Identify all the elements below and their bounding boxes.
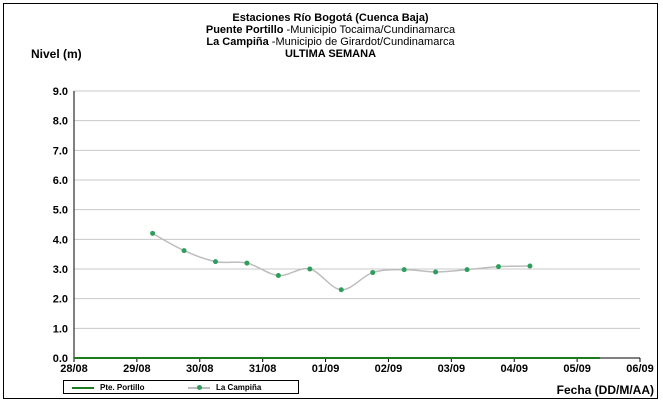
y-tick-label: 4.0 [53, 234, 68, 246]
legend-swatch-portillo [72, 382, 94, 392]
title-line-3: La Campiña -Municipio de Girardot/Cundin… [206, 36, 455, 48]
y-tick-label: 7.0 [53, 145, 68, 157]
series-campina-point [401, 267, 407, 273]
x-tick-label: 04/09 [500, 363, 528, 375]
series-campina-point [213, 259, 218, 265]
legend-item-portillo: Pte. Portillo [72, 381, 144, 393]
y-axis-label: Nivel (m) [31, 47, 82, 61]
x-tick-label: 29/08 [123, 363, 151, 375]
series-campina-point [181, 248, 187, 254]
x-tick-label: 31/08 [249, 363, 277, 375]
y-tick-label: 0.0 [53, 353, 68, 365]
x-axis-label: Fecha (DD/M/AA) [556, 383, 654, 397]
series-campina-point [464, 267, 470, 273]
y-tick-label: 3.0 [53, 264, 68, 276]
legend: Pte. Portillo La Campiña [63, 380, 299, 394]
x-tick-label: 06/09 [626, 363, 654, 375]
y-tick-label: 2.0 [53, 294, 68, 306]
x-tick-label: 05/09 [563, 363, 591, 375]
series-campina-point [307, 266, 313, 272]
title-line-1: Estaciones Río Bogotá (Cuenca Baja) [232, 12, 429, 24]
chart-title: Estaciones Río Bogotá (Cuenca Baja) Puen… [4, 12, 657, 60]
x-tick-label: 28/08 [60, 363, 88, 375]
y-tick-label: 1.0 [53, 323, 68, 335]
legend-swatch-campina [188, 382, 210, 392]
y-tick-label: 5.0 [53, 205, 68, 217]
series-campina-point [527, 263, 533, 269]
legend-label-portillo: Pte. Portillo [100, 382, 145, 392]
x-tick-label: 30/08 [186, 363, 214, 375]
series-campina-point [275, 273, 281, 279]
title-line-4: ULTIMA SEMANA [284, 48, 377, 60]
y-tick-label: 6.0 [53, 175, 68, 187]
y-tick-label: 8.0 [53, 116, 68, 128]
series-campina-point [338, 287, 344, 293]
series-campina-point [496, 264, 501, 270]
title-line-2: Puente Portillo -Municipio Tocaima/Cundi… [205, 24, 456, 36]
x-tick-label: 02/09 [375, 363, 403, 375]
x-tick-label: 01/09 [312, 363, 340, 375]
series-campina-point [370, 270, 376, 276]
series-campina-line [152, 232, 530, 291]
series-campina-point [150, 230, 156, 236]
legend-item-campina: La Campiña [188, 381, 261, 393]
x-tick-label: 03/09 [438, 363, 466, 375]
y-tick-label: 9.0 [53, 86, 68, 98]
legend-label-campina: La Campiña [216, 382, 262, 392]
chart-frame: Estaciones Río Bogotá (Cuenca Baja) Puen… [3, 3, 658, 399]
series-campina-point [244, 260, 250, 266]
series-campina-point [433, 269, 439, 275]
